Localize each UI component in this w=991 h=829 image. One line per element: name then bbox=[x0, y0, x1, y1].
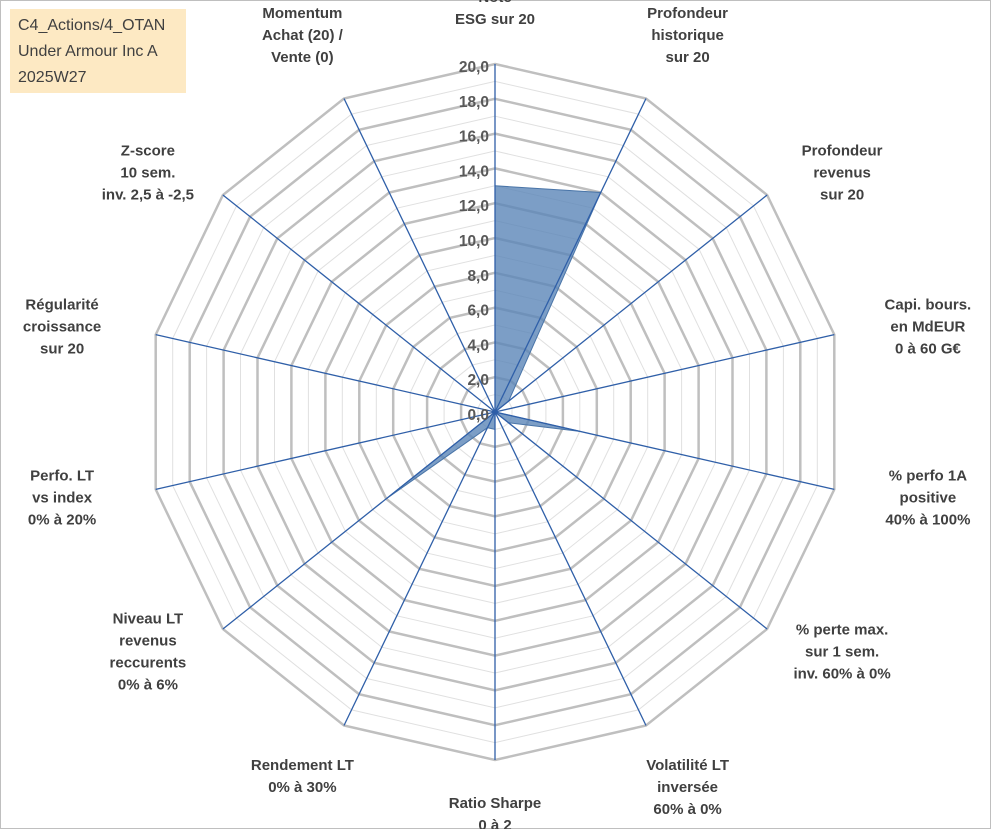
axis-label-line: ESG sur 20 bbox=[455, 11, 535, 28]
axis-label-line: 40% à 100% bbox=[885, 511, 970, 528]
axis-label: Profondeur historique sur 20 bbox=[647, 5, 728, 66]
axis-label-line: en MdEUR bbox=[890, 319, 965, 336]
axis-label-line: sur 20 bbox=[820, 187, 864, 204]
axis-label-line: Capi. bours. bbox=[885, 297, 972, 314]
tick-label: 10,0 bbox=[459, 233, 489, 250]
axis-label-line: Niveau LT bbox=[113, 610, 184, 627]
axis-spoke bbox=[494, 194, 768, 413]
tick-label: 6,0 bbox=[467, 303, 489, 320]
axis-label-line: sur 1 sem. bbox=[805, 643, 879, 660]
tick-label: 14,0 bbox=[459, 163, 489, 180]
axis-label-line: % perte max. bbox=[796, 621, 889, 638]
axis-label-line: Achat (20) / bbox=[262, 27, 344, 44]
axis-spoke bbox=[494, 411, 647, 726]
axis-spoke bbox=[494, 411, 835, 491]
axis-spoke bbox=[222, 194, 496, 413]
axis-spoke bbox=[494, 333, 835, 413]
axis-label: Niveau LT revenus reccurents 0% à 6% bbox=[110, 610, 187, 693]
axis-spoke bbox=[222, 411, 496, 630]
tick-label: 18,0 bbox=[459, 94, 489, 111]
axis-label-line: 10 sem. bbox=[120, 165, 175, 182]
axis-spoke bbox=[494, 411, 768, 630]
axis-label-line: Momentum bbox=[262, 5, 342, 22]
axis-label: % perte max. sur 1 sem. inv. 60% à 0% bbox=[793, 621, 890, 682]
axis-label: Profondeur revenus sur 20 bbox=[802, 143, 883, 204]
axis-label-line: 0 à 60 G€ bbox=[895, 341, 962, 358]
tick-label: 12,0 bbox=[459, 198, 489, 215]
tick-label: 20,0 bbox=[459, 59, 489, 76]
axis-label: Ratio Sharpe 0 à 2 bbox=[449, 795, 542, 829]
axis-spoke bbox=[494, 98, 647, 413]
axis-label-line: croissance bbox=[23, 319, 101, 336]
tick-label: 4,0 bbox=[467, 337, 489, 354]
tick-label: 16,0 bbox=[459, 129, 489, 146]
axis-label-line: revenus bbox=[119, 632, 177, 649]
axis-label: Régularité croissance sur 20 bbox=[23, 297, 101, 358]
axis-label-line: Rendement LT bbox=[251, 757, 354, 774]
axis-label-line: Z-score bbox=[121, 143, 175, 160]
axis-label-line: inv. 2,5 à -2,5 bbox=[102, 187, 194, 204]
axis-label: Volatilité LT inversée 60% à 0% bbox=[646, 757, 729, 818]
axis-label-line: 0% à 20% bbox=[28, 511, 96, 528]
axis-label-line: historique bbox=[651, 27, 724, 44]
axis-label-line: 0 à 2 bbox=[478, 817, 511, 829]
axis-label-line: 0% à 30% bbox=[268, 779, 336, 796]
axis-label-line: vs index bbox=[32, 489, 93, 506]
axis-label-line: sur 20 bbox=[40, 341, 84, 358]
info-company: Under Armour Inc A bbox=[18, 43, 158, 60]
axis-label-line: sur 20 bbox=[665, 49, 709, 66]
axis-label-line: Vente (0) bbox=[271, 49, 334, 66]
axis-spoke bbox=[343, 411, 496, 726]
axis-label: Perfo. LT vs index 0% à 20% bbox=[28, 467, 96, 528]
axis-spoke bbox=[155, 411, 496, 491]
tick-label: 8,0 bbox=[467, 268, 489, 285]
axis-label: Rendement LT 0% à 30% bbox=[251, 757, 354, 796]
axis-label: Capi. bours. en MdEUR 0 à 60 G€ bbox=[885, 297, 972, 358]
axis-label-line: reccurents bbox=[110, 654, 187, 671]
axis-label-line: Profondeur bbox=[802, 143, 883, 160]
info-week: 2025W27 bbox=[18, 69, 87, 86]
axis-label-line: 0% à 6% bbox=[118, 676, 178, 693]
axis-label-line: inversée bbox=[657, 779, 718, 796]
axis-label-line: 60% à 0% bbox=[653, 801, 721, 818]
axis-label-line: revenus bbox=[813, 165, 871, 182]
axis-label-line: % perfo 1A bbox=[889, 467, 968, 484]
axis-label-line: inv. 60% à 0% bbox=[793, 665, 890, 682]
axis-label-line: Profondeur bbox=[647, 5, 728, 22]
axis-label: Momentum Achat (20) / Vente (0) bbox=[262, 5, 344, 66]
axis-label-line: Régularité bbox=[25, 297, 98, 314]
info-category: C4_Actions/4_OTAN bbox=[18, 17, 166, 34]
axis-label-line: Volatilité LT bbox=[646, 757, 729, 774]
axis-label-line: Perfo. LT bbox=[30, 467, 94, 484]
axis-label: Note ESG sur 20 bbox=[455, 0, 535, 28]
tick-label: 2,0 bbox=[467, 372, 489, 389]
axis-spoke bbox=[343, 98, 496, 413]
axis-label-line: Ratio Sharpe bbox=[449, 795, 542, 812]
axis-label-line: Note bbox=[478, 0, 511, 6]
axis-spoke bbox=[155, 333, 496, 413]
info-box: C4_Actions/4_OTAN Under Armour Inc A 202… bbox=[10, 9, 186, 93]
axis-label: Z-score 10 sem. inv. 2,5 à -2,5 bbox=[102, 143, 194, 204]
axis-label-line: positive bbox=[900, 489, 957, 506]
axis-label: % perfo 1A positive 40% à 100% bbox=[885, 467, 970, 528]
tick-label: 0,0 bbox=[467, 407, 489, 424]
